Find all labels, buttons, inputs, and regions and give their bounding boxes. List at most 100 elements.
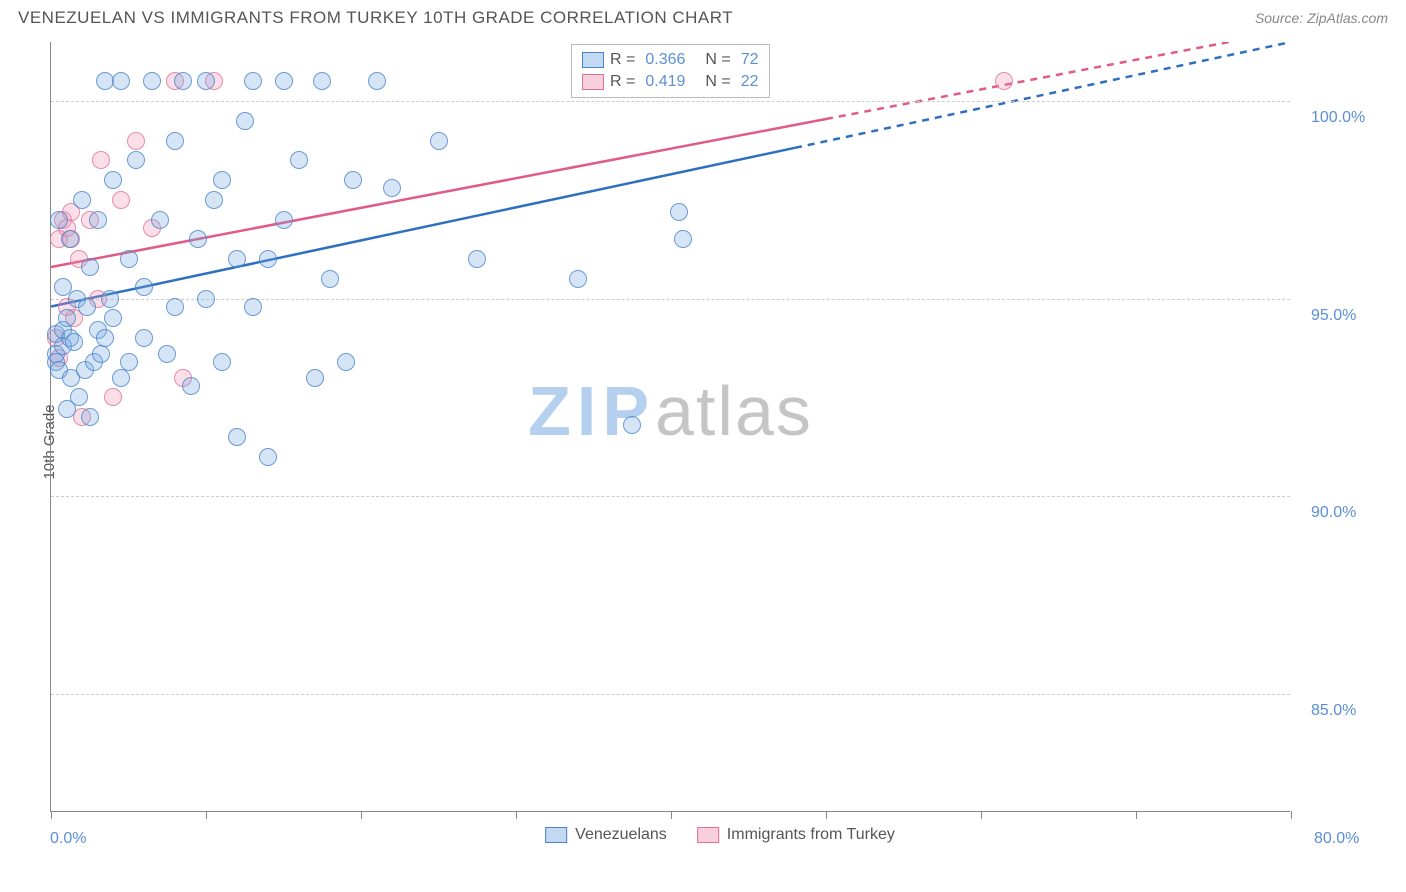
series-legend-label: Venezuelans [575,826,667,844]
scatter-point [259,250,277,268]
x-tick [1136,811,1137,819]
scatter-point [290,151,308,169]
n-value: 72 [741,51,759,69]
scatter-point [158,345,176,363]
correlation-legend-row: R = 0.366 N = 72 [582,49,759,71]
scatter-point [112,369,130,387]
r-label: R = [610,73,635,91]
scatter-point [65,333,83,351]
watermark-atlas: atlas [655,372,813,450]
scatter-point [81,408,99,426]
gridline-h [51,101,1290,102]
x-tick [51,811,52,819]
scatter-point [81,258,99,276]
legend-swatch [697,827,719,843]
n-value: 22 [741,73,759,91]
scatter-point [58,309,76,327]
legend-swatch [545,827,567,843]
scatter-point [151,211,169,229]
scatter-point [344,171,362,189]
scatter-point [674,230,692,248]
source-label: Source: ZipAtlas.com [1255,10,1388,26]
scatter-point [670,203,688,221]
scatter-point [135,278,153,296]
x-tick [671,811,672,819]
scatter-point [120,250,138,268]
scatter-point [61,230,79,248]
x-axis-max-label: 80.0% [1314,830,1359,848]
scatter-point [313,72,331,90]
scatter-point [135,329,153,347]
scatter-point [92,345,110,363]
scatter-point [383,179,401,197]
scatter-point [275,72,293,90]
scatter-point [189,230,207,248]
series-legend: Venezuelans Immigrants from Turkey [545,826,895,844]
y-tick-label: 85.0% [1311,702,1356,720]
scatter-point [275,211,293,229]
series-legend-item: Immigrants from Turkey [697,826,895,844]
scatter-point [236,112,254,130]
scatter-point [104,388,122,406]
correlation-legend-row: R =0.419N =22 [582,71,759,93]
legend-swatch [582,52,604,68]
r-label: R = [610,51,635,69]
series-legend-item: Venezuelans [545,826,667,844]
r-value: 0.366 [645,51,685,69]
scatter-point [127,132,145,150]
scatter-point [73,191,91,209]
scatter-point [368,72,386,90]
r-value: 0.419 [645,73,685,91]
scatter-point [205,191,223,209]
y-tick-label: 95.0% [1311,307,1356,325]
scatter-point [337,353,355,371]
chart-container: 10th Grade ZIPatlas R =0.366N =72R =0.41… [50,42,1390,842]
scatter-point [120,353,138,371]
y-tick-label: 100.0% [1311,109,1365,127]
correlation-legend-box: R =0.366N =72R =0.419N =22 [571,44,770,98]
scatter-point [321,270,339,288]
scatter-point [213,171,231,189]
scatter-point [244,298,262,316]
scatter-point [244,72,262,90]
x-tick [361,811,362,819]
scatter-point [50,211,68,229]
scatter-point [259,448,277,466]
plot-area: ZIPatlas R =0.366N =72R =0.419N =22 85.0… [50,42,1290,812]
scatter-point [306,369,324,387]
series-legend-label: Immigrants from Turkey [727,826,895,844]
x-axis-min-label: 0.0% [50,830,86,848]
gridline-h [51,496,1290,497]
scatter-point [104,309,122,327]
legend-swatch [582,74,604,90]
scatter-point [92,151,110,169]
x-tick [826,811,827,819]
y-tick-label: 90.0% [1311,504,1356,522]
scatter-point [112,191,130,209]
x-tick [206,811,207,819]
scatter-point [213,353,231,371]
scatter-point [174,72,192,90]
scatter-point [569,270,587,288]
header: VENEZUELAN VS IMMIGRANTS FROM TURKEY 10T… [0,0,1406,32]
scatter-point [228,428,246,446]
scatter-point [228,250,246,268]
scatter-point [995,72,1013,90]
scatter-point [127,151,145,169]
scatter-point [89,211,107,229]
scatter-point [182,377,200,395]
n-label: N = [705,51,730,69]
watermark: ZIPatlas [528,371,813,451]
scatter-point [96,329,114,347]
scatter-point [143,72,161,90]
gridline-h [51,299,1290,300]
scatter-point [78,298,96,316]
watermark-zip: ZIP [528,372,655,450]
scatter-point [166,298,184,316]
scatter-point [70,388,88,406]
scatter-point [197,290,215,308]
scatter-point [623,416,641,434]
scatter-point [101,290,119,308]
x-tick [1291,811,1292,819]
scatter-point [112,72,130,90]
